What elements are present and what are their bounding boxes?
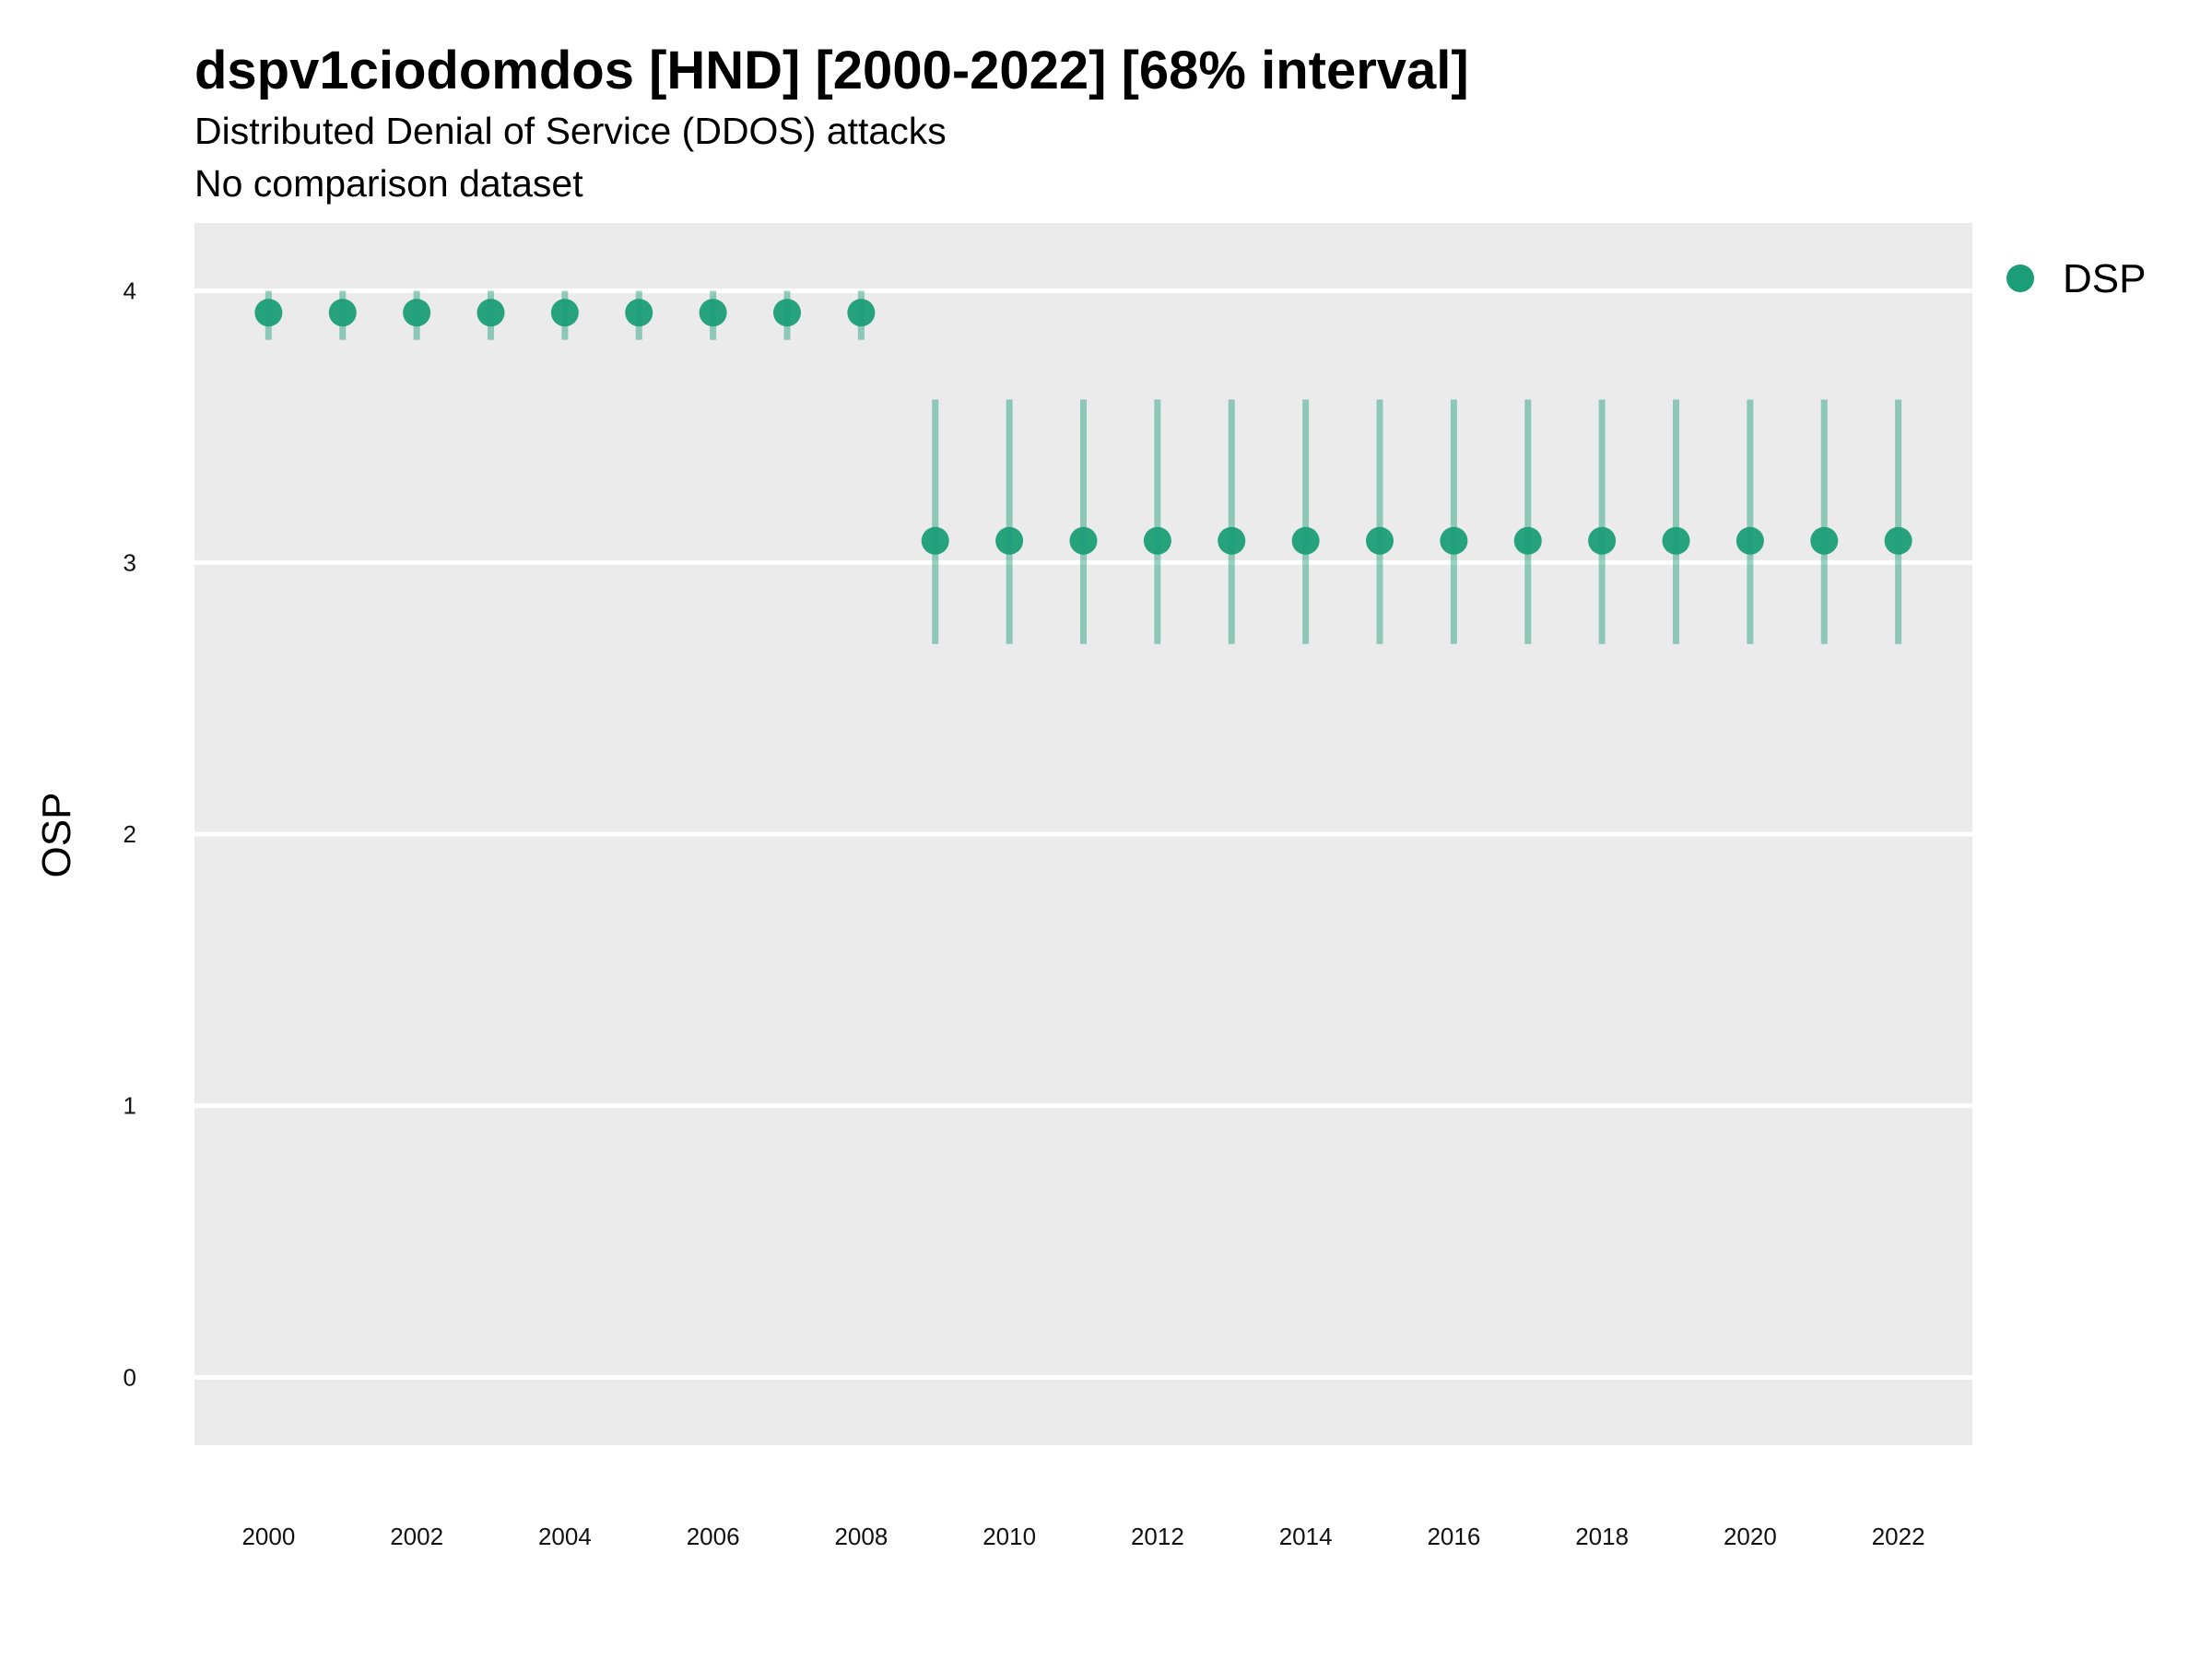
data-point-2012 — [1143, 526, 1171, 555]
legend-marker — [2006, 265, 2034, 292]
x-tick-label: 2000 — [241, 1523, 295, 1550]
x-tick-label: 2016 — [1427, 1523, 1480, 1550]
data-point-2020 — [1735, 526, 1764, 555]
x-tick-label: 2014 — [1279, 1523, 1333, 1550]
x-tick-label: 2010 — [982, 1523, 1036, 1550]
data-point-2014 — [1291, 526, 1320, 555]
x-axis-ticks: 2000 2002 2004 2006 2008 2010 2012 2014 2016 2018… — [241, 1523, 1924, 1550]
data-point-2011 — [1069, 526, 1098, 555]
chart-caption: No comparison dataset — [194, 162, 583, 205]
y-tick-label: 3 — [124, 548, 136, 576]
data-point-2006 — [699, 299, 727, 327]
y-tick-label: 1 — [124, 1092, 136, 1120]
x-tick-label: 2022 — [1872, 1523, 1925, 1550]
x-tick-label: 2002 — [390, 1523, 443, 1550]
x-tick-label: 2018 — [1575, 1523, 1629, 1550]
data-point-2001 — [328, 299, 357, 327]
data-point-2004 — [550, 299, 579, 327]
data-point-2000 — [254, 299, 283, 327]
data-point-2019 — [1662, 526, 1690, 555]
legend-label-dsp: DSP — [2063, 256, 2146, 301]
data-point-2010 — [995, 526, 1024, 555]
y-axis-ticks: 0 1 2 3 4 — [124, 277, 136, 1392]
data-point-2016 — [1440, 526, 1468, 555]
chart-title: dspv1ciodomdos [HND] [2000-2022] [68% in… — [194, 41, 1469, 100]
chart-subtitle: Distributed Denial of Service (DDOS) att… — [194, 110, 947, 152]
x-tick-label: 2006 — [687, 1523, 740, 1550]
data-point-2017 — [1513, 526, 1542, 555]
x-tick-label: 2008 — [834, 1523, 888, 1550]
data-point-2008 — [847, 299, 876, 327]
data-points — [254, 299, 1912, 555]
data-point-2002 — [403, 299, 431, 327]
x-tick-label: 2020 — [1724, 1523, 1777, 1550]
y-tick-label: 2 — [124, 820, 136, 848]
data-point-2003 — [477, 299, 505, 327]
data-point-2021 — [1810, 526, 1839, 555]
y-tick-label: 4 — [124, 277, 136, 305]
grid-lines — [194, 288, 1972, 1380]
data-point-2022 — [1884, 526, 1912, 555]
x-tick-label: 2012 — [1131, 1523, 1184, 1550]
legend: DSP — [2006, 256, 2146, 301]
data-point-2009 — [921, 526, 949, 555]
data-point-2013 — [1218, 526, 1246, 555]
y-tick-label: 0 — [124, 1363, 136, 1391]
data-point-2005 — [625, 299, 653, 327]
y-axis-label: OSP — [34, 793, 79, 878]
data-point-2007 — [773, 299, 801, 327]
x-tick-label: 2004 — [538, 1523, 592, 1550]
data-point-2018 — [1588, 526, 1617, 555]
data-point-2015 — [1366, 526, 1394, 555]
